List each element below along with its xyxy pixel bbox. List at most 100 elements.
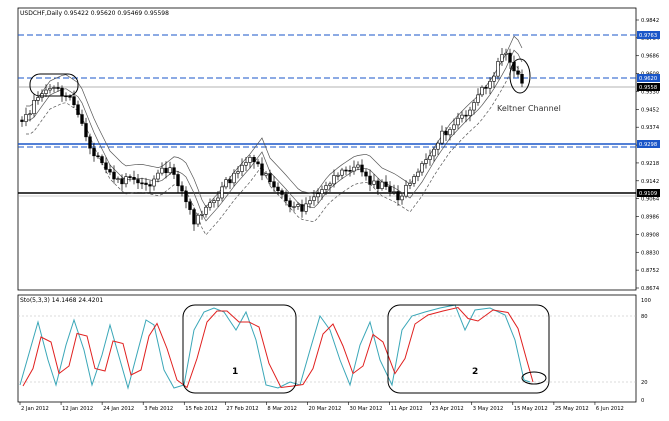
price-tick-label: 0.9452 [641, 107, 659, 113]
candle-body [104, 162, 108, 170]
price-tick-label: 0.9142 [641, 179, 659, 185]
date-tick-label: 27 Feb 2012 [226, 406, 258, 412]
price-tick-label: 0.8986 [641, 215, 659, 221]
candle-body [148, 184, 152, 187]
candle-body [384, 181, 388, 187]
candle-body [468, 109, 472, 116]
candle-body [268, 173, 272, 182]
candle-body [368, 175, 372, 185]
candle-body [152, 178, 156, 187]
candle-body [328, 183, 332, 186]
candle-body [316, 193, 320, 198]
candle-body [236, 171, 240, 174]
candle-body [460, 114, 464, 119]
candle-body [380, 181, 384, 189]
candle-body [340, 169, 344, 176]
candle-body [304, 203, 308, 212]
date-tick-label: 2 Jan 2012 [21, 406, 49, 412]
candle-body [332, 175, 336, 185]
candle-body [128, 176, 132, 178]
date-tick-label: 30 Mar 2012 [350, 406, 383, 412]
candle-body [500, 54, 504, 62]
candle-body [440, 130, 444, 144]
candle-body [52, 87, 56, 89]
candle-body [140, 182, 144, 185]
candle-body [76, 104, 80, 115]
candle-body [348, 170, 352, 172]
candle-body [100, 156, 104, 164]
candle-body [336, 174, 340, 177]
candle-body [228, 179, 232, 184]
candle-body [188, 201, 192, 210]
candle-body [168, 167, 172, 174]
candle-body [472, 102, 476, 111]
date-tick-label: 15 Feb 2012 [185, 406, 217, 412]
date-tick-label: 3 Feb 2012 [144, 406, 173, 412]
candle-body [404, 184, 408, 197]
candle-body [84, 123, 88, 138]
date-tick-label: 12 Jan 2012 [62, 406, 93, 412]
candle-body [192, 209, 196, 225]
candle-body [436, 142, 440, 150]
candle-body [508, 52, 512, 63]
candle-body [224, 179, 228, 188]
date-tick-label: 8 Mar 2012 [267, 406, 297, 412]
candle-body [120, 178, 124, 185]
date-tick-label: 11 Apr 2012 [391, 406, 423, 412]
candle-body [80, 114, 84, 124]
candle-body [308, 200, 312, 205]
candle-body [248, 157, 252, 163]
candle-body [320, 189, 324, 195]
date-tick-label: 6 Jun 2012 [596, 406, 624, 412]
candle-body [184, 190, 188, 203]
candle-body [296, 204, 300, 207]
candlestick-series [20, 48, 524, 231]
candle-body [464, 114, 468, 117]
candle-body [68, 96, 72, 98]
candle-body [208, 202, 212, 208]
price-label-bg [637, 140, 660, 148]
date-tick-label: 24 Jan 2012 [103, 406, 134, 412]
candle-body [504, 52, 508, 55]
oscillator-tick-label: 100 [641, 298, 651, 304]
candle-body [220, 186, 224, 199]
price-label-bg [637, 31, 660, 39]
candle-body [456, 117, 460, 126]
candle-body [264, 173, 268, 176]
candle-body [496, 61, 500, 77]
candle-body [408, 183, 412, 186]
price-label-bg [637, 189, 660, 197]
candle-body [480, 87, 484, 96]
candle-body [240, 164, 244, 172]
candle-body [48, 88, 52, 91]
candle-body [272, 181, 276, 188]
oscillator-label-1: 1 [232, 367, 238, 377]
candle-body [432, 148, 436, 157]
candle-body [444, 130, 448, 136]
price-label-text: 0.9558 [639, 85, 657, 91]
stoch-signal-line [22, 306, 534, 389]
price-label-text: 0.9763 [639, 33, 657, 39]
candle-body [356, 164, 360, 168]
candle-body [260, 163, 264, 176]
oscillator-highlight-box-2 [387, 304, 550, 394]
date-tick-label: 25 May 2012 [555, 406, 589, 412]
keltner-channel-annotation: Keltner Channel [497, 104, 561, 113]
price-tick-label: 0.9530 [641, 89, 659, 95]
annotation-ellipse-right [509, 58, 531, 94]
price-label-text: 0.9620 [639, 76, 657, 82]
candle-body [388, 186, 392, 192]
candle-body [116, 178, 120, 180]
candle-body [324, 185, 328, 190]
candle-body [180, 185, 184, 192]
date-axis: 2 Jan 2012 12 Jan 2012 24 Jan 2012 3 Feb 20… [19, 402, 624, 412]
candle-body [232, 172, 236, 184]
price-label-markers: 0.9763 0.9620 0.9558 0.9298 0.9109 [637, 31, 660, 197]
candle-body [492, 75, 496, 82]
candle-body [60, 87, 64, 97]
candle-body [420, 163, 424, 173]
candle-body [292, 206, 296, 208]
candle-body [428, 155, 432, 160]
candle-body [20, 119, 24, 122]
